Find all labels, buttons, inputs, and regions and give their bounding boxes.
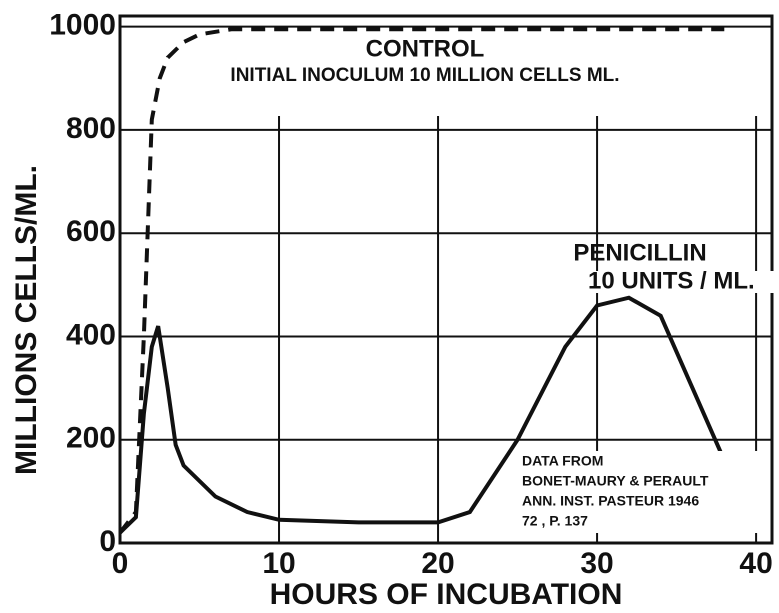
- y-axis-label: MILLIONS CELLS/ML.: [10, 165, 43, 475]
- annotation-bg: [584, 271, 779, 293]
- line-series: [118, 27, 725, 534]
- y-tick-label: 800: [66, 112, 116, 145]
- series-label: PENICILLIN: [573, 239, 706, 266]
- annotation: ANN. INST. PASTEUR 1946: [522, 493, 699, 509]
- y-tick-label: 600: [66, 215, 116, 248]
- x-tick-label: 10: [262, 547, 295, 580]
- x-tick-label: 20: [421, 547, 454, 580]
- annotation-bg: [518, 491, 758, 513]
- x-tick-label: 0: [112, 547, 129, 580]
- annotation: 10 UNITS / ML.: [588, 267, 755, 294]
- x-tick-label: 40: [739, 547, 772, 580]
- annotation: 72 , P. 137: [522, 513, 588, 529]
- y-tick-label: 200: [66, 422, 116, 455]
- x-tick-label: 30: [580, 547, 613, 580]
- y-tick-label: 1000: [49, 9, 116, 42]
- line-series: [118, 295, 727, 535]
- annotation-bg: [518, 471, 758, 493]
- annotation: INITIAL INOCULUM 10 MILLION CELLS ML.: [230, 65, 619, 86]
- annotation-bg: [518, 511, 758, 533]
- annotation: BONET-MAURY & PERAULT: [522, 473, 709, 489]
- x-axis-label: HOURS OF INCUBATION: [270, 578, 623, 611]
- y-tick-label: 400: [66, 318, 116, 351]
- annotation-bg: [170, 65, 680, 87]
- annotation: DATA FROM: [522, 453, 603, 469]
- series-label: CONTROL: [366, 35, 485, 62]
- annotation-bg: [518, 451, 758, 473]
- y-tick-label: 0: [99, 525, 116, 558]
